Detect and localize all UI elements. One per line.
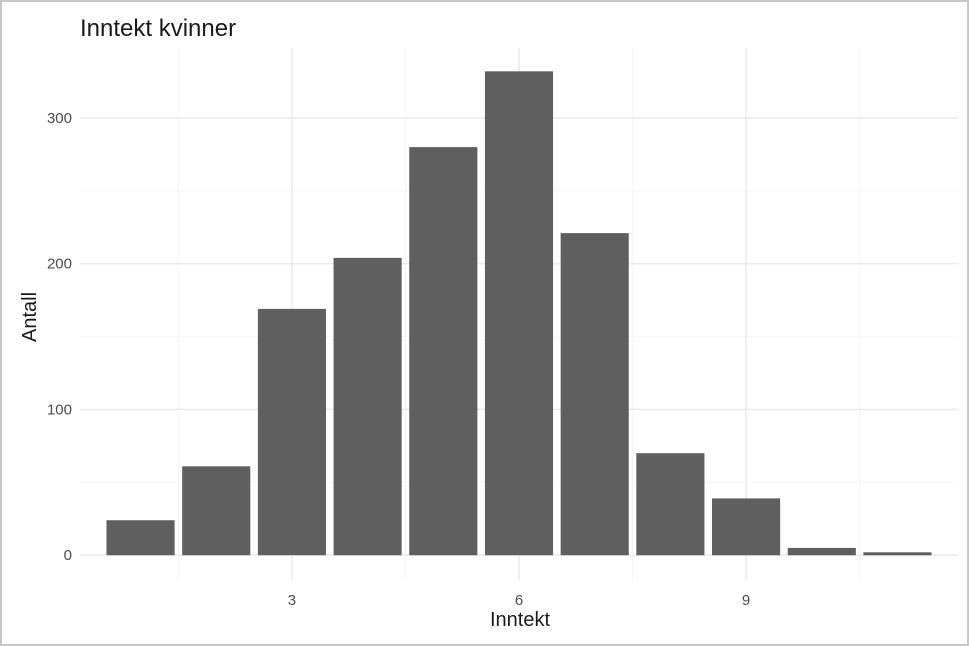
bar <box>257 308 326 556</box>
bar <box>106 520 175 556</box>
bar <box>333 257 402 556</box>
y-tick-label: 100 <box>47 401 72 418</box>
y-axis-title: Antall <box>19 292 41 342</box>
bars <box>106 71 932 556</box>
bar <box>636 453 705 556</box>
bar <box>484 71 554 556</box>
y-tick-label: 300 <box>47 110 72 127</box>
x-tick-label: 9 <box>742 592 750 609</box>
bar <box>787 547 856 556</box>
y-tick-label: 0 <box>64 547 72 564</box>
bar <box>560 233 629 556</box>
x-tick-labels: 3 6 9 <box>288 592 750 609</box>
x-axis-title: Inntekt <box>490 609 550 631</box>
bar <box>863 552 932 556</box>
bar <box>712 498 781 556</box>
bar <box>409 147 478 556</box>
x-tick-label: 3 <box>288 592 296 609</box>
bar <box>182 466 251 556</box>
chart-title: Inntekt kvinner <box>80 15 236 42</box>
y-tick-labels: 0 100 200 300 <box>47 110 72 564</box>
y-tick-label: 200 <box>47 256 72 273</box>
x-tick-label: 6 <box>515 592 523 609</box>
